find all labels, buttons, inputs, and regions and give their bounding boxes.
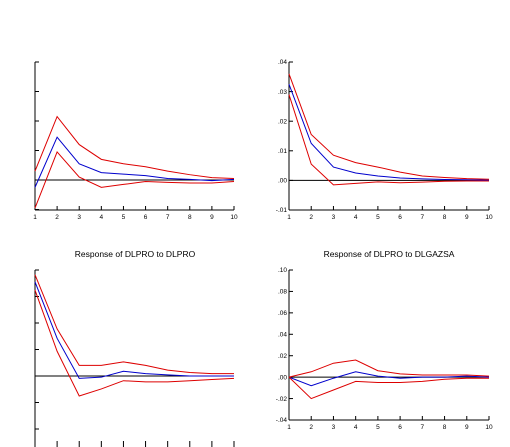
upper-band-line: [288, 73, 490, 180]
y-tick-label: .10: [278, 267, 287, 274]
x-tick-label: 4: [354, 214, 358, 221]
x-tick-label: 9: [210, 214, 214, 221]
y-tick-label: -.02: [276, 396, 288, 403]
x-tick-label: 5: [376, 424, 380, 431]
y-tick-label: .00: [278, 178, 287, 185]
y-tick-label: .06: [278, 310, 287, 317]
x-tick-label: 6: [398, 424, 402, 431]
y-tick-label: .00: [278, 374, 287, 381]
x-tick-label: 10: [485, 424, 493, 431]
x-tick-label: 3: [332, 214, 336, 221]
x-tick-label: 7: [166, 214, 170, 221]
x-tick-label: 6: [144, 214, 148, 221]
x-tick-label: 3: [332, 424, 336, 431]
x-tick-label: 9: [465, 424, 469, 431]
x-tick-label: 4: [354, 424, 358, 431]
chart-title: Response of DLPRO to DLGAZSA: [324, 249, 455, 259]
x-tick-label: 2: [309, 424, 313, 431]
upper-band-line: [34, 115, 235, 180]
x-tick-label: 2: [55, 214, 59, 221]
x-tick-label: 1: [33, 214, 37, 221]
lower-band-line: [288, 376, 489, 400]
x-tick-label: 2: [309, 214, 313, 221]
x-tick-label: 4: [100, 214, 104, 221]
lower-band-line: [288, 94, 489, 186]
response-line: [34, 136, 235, 188]
chart-panel-bottom-left: [34, 269, 235, 447]
x-tick-label: 1: [287, 214, 291, 221]
chart-panel-bottom-right: .10 .08 .06 .04 .02 .00 -.02 -.041 2 3 4 5 6 7 8 9 10: [276, 267, 493, 431]
x-tick-label: 8: [443, 214, 447, 221]
y-tick-label: -.01: [276, 207, 288, 214]
response-line: [288, 84, 490, 181]
y-tick-label: .04: [278, 331, 287, 338]
response-line: [34, 281, 234, 379]
y-tick-label: .01: [278, 148, 287, 155]
chart-panel-top-right: .04 .03 .02 .01 .00 -.011 2 3 4 5 6 7 8 9 10: [276, 59, 493, 221]
upper-band-line: [34, 274, 234, 375]
x-tick-label: 8: [443, 424, 447, 431]
y-tick-label: .04: [278, 59, 287, 66]
x-tick-label: 10: [485, 214, 493, 221]
upper-band-line: [288, 359, 490, 378]
chart-title: Response of DLPRO to DLPRO: [75, 249, 196, 259]
y-tick-label: .03: [278, 89, 287, 96]
x-tick-label: 7: [421, 424, 425, 431]
x-tick-label: 9: [465, 214, 469, 221]
x-tick-label: 6: [398, 214, 402, 221]
y-tick-label: .02: [278, 353, 287, 360]
lower-band-line: [34, 289, 235, 397]
y-tick-label: -.04: [276, 417, 288, 424]
y-tick-label: .02: [278, 118, 287, 125]
x-tick-label: 7: [421, 214, 425, 221]
lower-band-line: [34, 151, 235, 209]
x-tick-label: 5: [376, 214, 380, 221]
y-tick-label: .08: [278, 289, 287, 296]
x-tick-label: 1: [287, 424, 291, 431]
chart-panel-top-left: 1 2 3 4 5 6 7 8 9 10: [33, 61, 238, 221]
x-tick-label: 5: [122, 214, 126, 221]
x-tick-label: 8: [188, 214, 192, 221]
response-line: [288, 371, 490, 387]
x-tick-label: 3: [77, 214, 81, 221]
x-tick-label: 10: [230, 214, 238, 221]
